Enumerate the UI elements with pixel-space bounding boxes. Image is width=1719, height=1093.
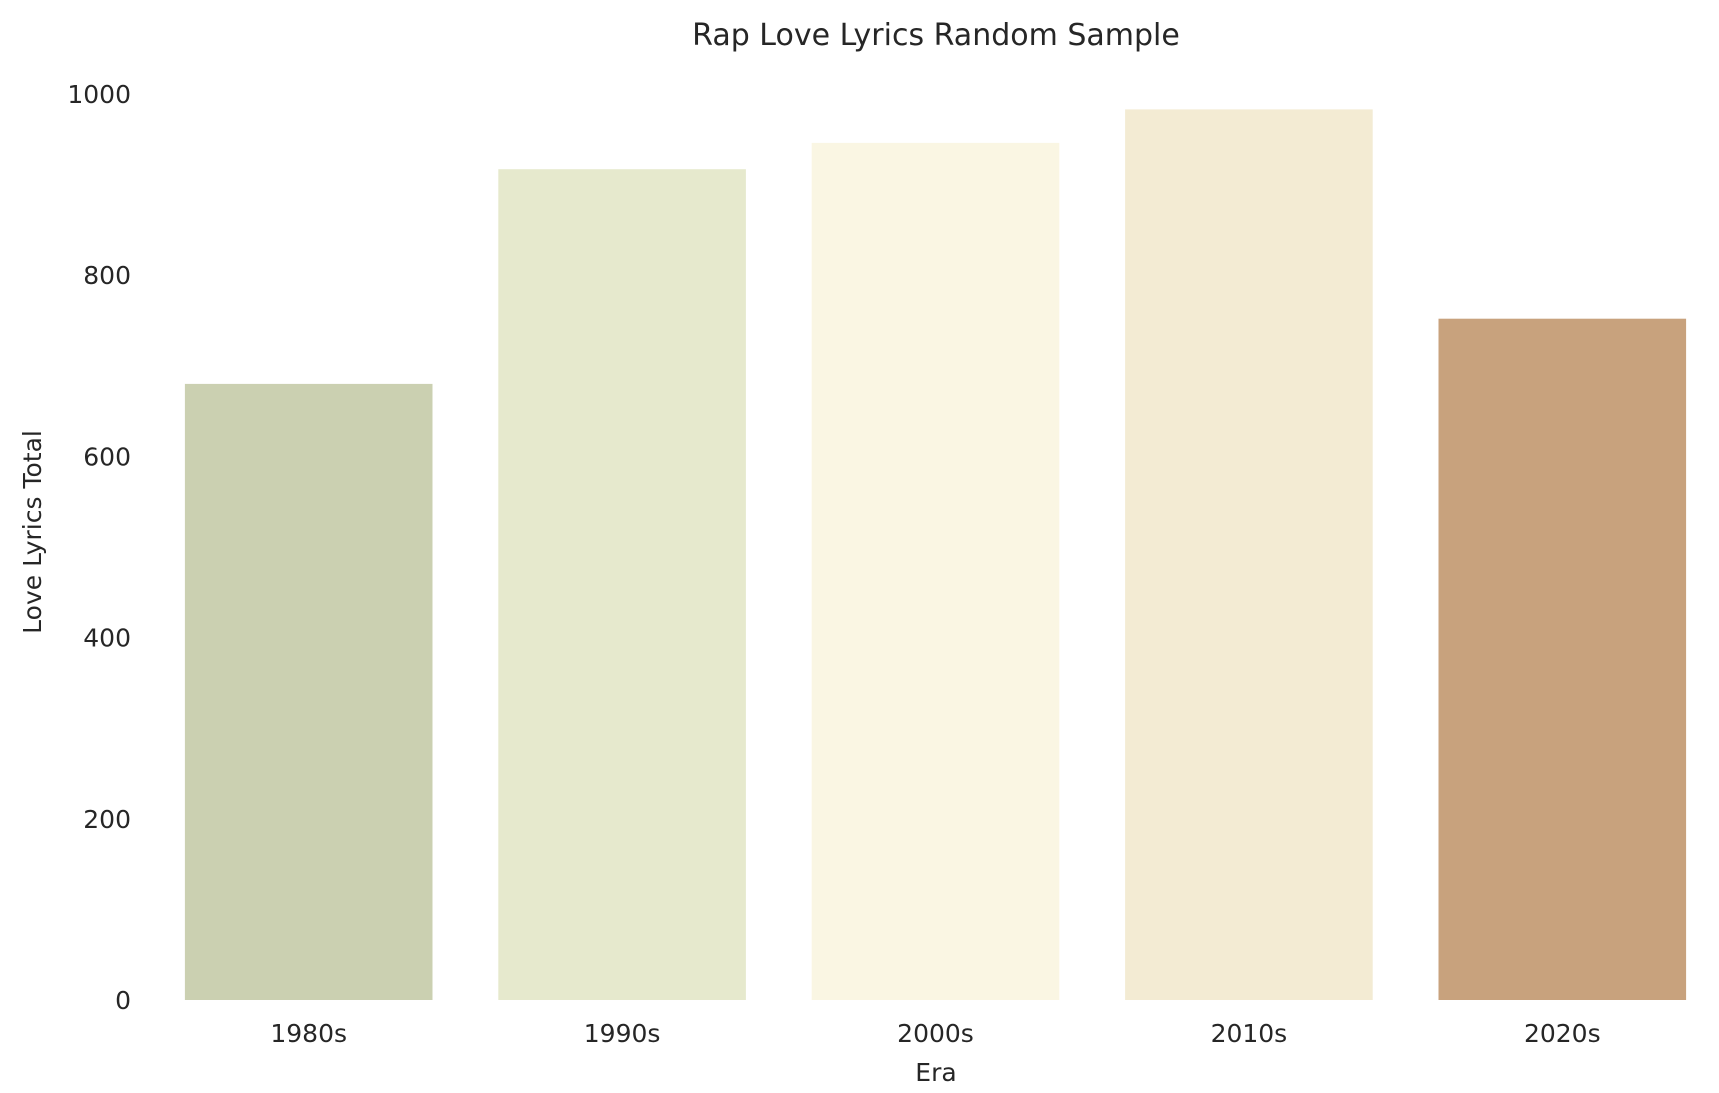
x-tick-label-2010s: 2010s bbox=[1211, 1019, 1288, 1048]
y-tick-label-200: 200 bbox=[83, 805, 131, 834]
y-tick-label-400: 400 bbox=[83, 624, 131, 653]
x-tick-label-2020s: 2020s bbox=[1524, 1019, 1601, 1048]
y-axis-ticks: 0 200 400 600 800 1000 bbox=[67, 80, 131, 1015]
y-tick-label-600: 600 bbox=[83, 442, 131, 471]
chart-title: Rap Love Lyrics Random Sample bbox=[692, 18, 1180, 53]
plot-area: 0 200 400 600 800 1000 1980s 1990s 2000s 2010s 20… bbox=[67, 80, 1687, 1048]
x-axis-ticks: 1980s 1990s 2000s 2010s 2020s bbox=[270, 1019, 1600, 1048]
bar-2010s bbox=[1125, 109, 1373, 1000]
bar-1990s bbox=[498, 169, 746, 1000]
y-axis-label: Love Lyrics Total bbox=[18, 430, 47, 634]
y-tick-label-1000: 1000 bbox=[67, 80, 131, 109]
x-axis-label: Era bbox=[915, 1058, 956, 1087]
bar-2000s bbox=[811, 142, 1060, 1000]
x-tick-label-1990s: 1990s bbox=[584, 1019, 661, 1048]
x-tick-label-2000s: 2000s bbox=[897, 1019, 974, 1048]
bar-2020s bbox=[1438, 318, 1687, 1000]
x-tick-label-1980s: 1980s bbox=[270, 1019, 347, 1048]
y-tick-label-0: 0 bbox=[115, 986, 131, 1015]
bar-1980s bbox=[184, 383, 433, 1000]
bars bbox=[184, 109, 1687, 1000]
y-tick-label-800: 800 bbox=[83, 261, 131, 290]
